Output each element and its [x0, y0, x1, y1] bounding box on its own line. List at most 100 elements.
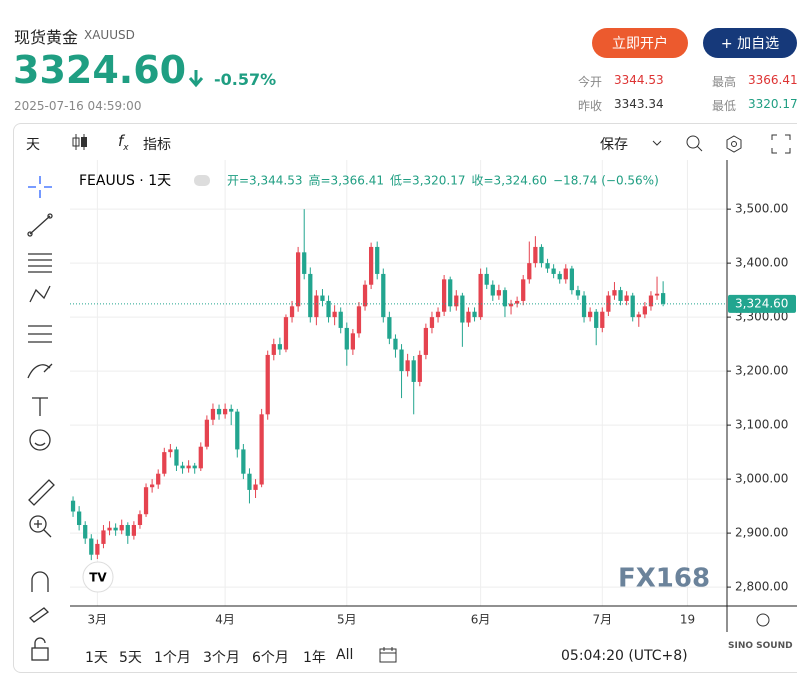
candle-body — [95, 543, 100, 555]
candle-body — [454, 295, 459, 307]
candle-body — [356, 306, 362, 334]
candle-body — [502, 290, 508, 307]
open-account-button[interactable]: 立即开户 — [592, 28, 688, 58]
candle-body — [198, 446, 203, 469]
settings-icon[interactable] — [756, 613, 770, 627]
candle-body — [131, 525, 137, 536]
candle-body — [642, 306, 648, 315]
candle-body — [314, 295, 319, 318]
indicators[interactable]: 指标 — [143, 137, 171, 153]
change: -0.57% — [214, 70, 277, 89]
candle-body — [514, 300, 520, 304]
candle-body — [539, 246, 544, 264]
candle-body — [472, 311, 477, 318]
candle-body — [265, 354, 270, 415]
candle-body — [216, 408, 222, 415]
y-tick-label: 2,800.00 — [735, 580, 788, 594]
candle-body — [320, 295, 325, 301]
candle-body — [618, 290, 623, 301]
range-button[interactable]: 6个月 — [252, 650, 289, 666]
candle-body — [441, 279, 447, 312]
candle-body — [302, 252, 307, 274]
candle-body — [399, 349, 404, 372]
candle-body — [70, 500, 76, 512]
candle-body — [101, 530, 106, 544]
candle-body — [606, 295, 611, 312]
candle-body — [624, 295, 629, 301]
stat-value: 3366.41 — [748, 73, 797, 87]
candle-body — [308, 273, 313, 318]
y-tick-label: 3,000.00 — [735, 472, 788, 486]
range-button[interactable]: 3个月 — [203, 650, 240, 666]
timestamp: 2025-07-16 04:59:00 — [14, 99, 142, 113]
stat-value: 3344.53 — [614, 73, 664, 87]
candle-body — [405, 360, 410, 372]
candle-body — [381, 273, 386, 318]
candle-body — [612, 290, 617, 296]
candle-icon[interactable] — [70, 132, 90, 152]
candle-body — [259, 414, 264, 485]
candle-body — [162, 452, 167, 474]
candle-body — [83, 525, 88, 539]
collapse-legend[interactable] — [194, 175, 210, 186]
range-button[interactable]: 5天 — [119, 650, 142, 666]
candle-body — [149, 484, 155, 488]
interval[interactable]: 天 — [26, 137, 40, 153]
x-tick-label: 4月 — [215, 613, 235, 627]
candle-body — [393, 338, 398, 350]
candle-body — [594, 311, 599, 328]
candle-body — [283, 317, 289, 350]
stat-label: 今开 — [578, 75, 603, 89]
stat-value: 3343.34 — [614, 97, 664, 111]
range-button[interactable]: 1个月 — [154, 650, 191, 666]
clock: 05:04:20 (UTC+8) — [561, 648, 688, 664]
candle-body — [569, 268, 575, 291]
range-button[interactable]: 1年 — [303, 650, 326, 666]
candle-body — [229, 408, 234, 412]
candle-body — [508, 303, 514, 307]
ohlc-legend: 低=3,320.17 — [390, 174, 466, 188]
candle-body — [375, 246, 380, 274]
candle-body — [350, 333, 356, 350]
candle-body — [478, 273, 483, 318]
stat-value: 3320.17 — [748, 97, 797, 111]
candle-body — [210, 408, 216, 420]
brand: SINO SOUND — [728, 641, 793, 651]
candle-body — [271, 344, 276, 355]
candle-body — [362, 284, 368, 307]
y-tick-label: 3,100.00 — [735, 418, 788, 432]
candle-body — [156, 473, 161, 485]
candle-body — [496, 290, 502, 296]
candle-body — [490, 284, 495, 296]
candle-body — [423, 327, 429, 355]
ohlc-legend: 收=3,324.60 — [472, 174, 548, 188]
fx-icon[interactable]: fx — [118, 132, 129, 153]
toolbar-icons — [652, 134, 791, 154]
candle-body — [253, 484, 258, 490]
candle-body — [326, 300, 331, 318]
candle-body — [180, 465, 185, 469]
candle-body — [344, 327, 349, 350]
tv-logo — [82, 561, 114, 593]
candle-body — [192, 465, 197, 469]
y-tick-label: 3,500.00 — [735, 202, 788, 216]
candle-body — [484, 273, 489, 285]
candle-body — [630, 295, 635, 318]
candle-body — [411, 360, 416, 382]
date-range-icon[interactable] — [378, 646, 398, 668]
save[interactable]: 保存 — [600, 137, 628, 153]
watchlist-button[interactable]: + 加自选 — [703, 28, 797, 58]
stat-label: 最高 — [712, 75, 737, 89]
drawing-tools[interactable] — [24, 172, 58, 662]
candle-body — [277, 344, 283, 350]
range-button[interactable]: 1天 — [85, 650, 108, 666]
candle-body — [247, 473, 252, 490]
candle-body — [654, 293, 660, 296]
candle-body — [600, 311, 605, 328]
candle-body — [168, 449, 173, 453]
x-tick-label: 3月 — [88, 613, 108, 627]
range-button[interactable]: All — [336, 647, 354, 663]
candle-body — [417, 354, 422, 382]
